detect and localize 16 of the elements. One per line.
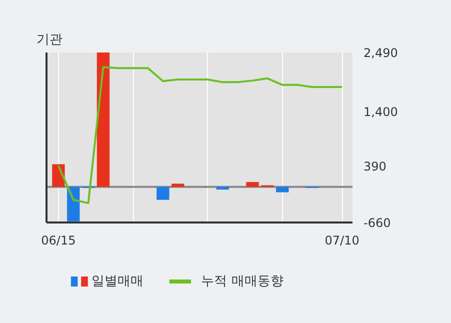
line-series xyxy=(57,66,344,204)
x-tick-label: 06/15 xyxy=(41,234,76,248)
y-tick-label: 2,490 xyxy=(364,46,398,60)
y-tick-label: 390 xyxy=(364,159,386,174)
bar xyxy=(172,184,184,187)
y-tick-label: 1,400 xyxy=(364,104,398,119)
bar xyxy=(276,186,289,192)
legend-label: 누적 매매동향 xyxy=(201,274,284,289)
bar xyxy=(246,182,259,187)
chart-title: 기관 xyxy=(36,32,62,48)
bar xyxy=(216,186,229,190)
bar xyxy=(96,52,110,187)
x-tick-label: 07/10 xyxy=(324,234,360,248)
legend-label: 일별매매 xyxy=(91,274,144,289)
bar xyxy=(156,186,170,200)
y-tick-label: -660 xyxy=(364,216,391,230)
